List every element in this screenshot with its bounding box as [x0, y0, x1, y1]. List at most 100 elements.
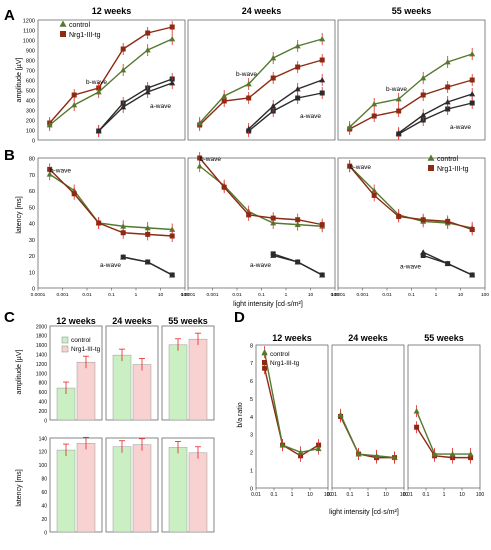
a-a-tg-line — [98, 78, 173, 132]
b-ytick-label: 60 — [29, 189, 35, 195]
a-a-control-point — [395, 130, 402, 136]
c-lat-frame — [161, 437, 215, 533]
a-ytick-label: 100 — [26, 129, 35, 135]
b-a-wave-label: a-wave — [100, 262, 121, 269]
d-xtick-label: 0.01 — [251, 492, 261, 498]
c-lat-ytick-label: 100 — [39, 463, 48, 469]
a-a-control-line — [398, 93, 473, 134]
a-b-control-point — [196, 120, 203, 126]
d-control-point — [279, 442, 286, 448]
a-a-control-point — [144, 89, 151, 95]
legend-control-triangle — [427, 154, 435, 161]
d-xtick-label: 1 — [291, 492, 294, 498]
d-ytick-label: 7 — [250, 361, 253, 367]
legend-control-label: control — [69, 22, 90, 29]
a-b-control-point — [346, 124, 353, 130]
c-amp-bar-tg — [188, 338, 208, 421]
d-xtick-label: 10 — [459, 492, 465, 498]
a-a-control-point — [245, 126, 252, 132]
b-a-tg-point — [319, 272, 325, 278]
legend-tg-label: Nrg1-III-tg — [71, 346, 101, 353]
b-y-axis: 0 10 20 30 40 50 60 70 80 — [29, 157, 35, 293]
a-ytick-label: 1100 — [23, 29, 35, 35]
a-ytick-label: 0 — [32, 139, 35, 145]
b-xtick-label: 10 — [308, 292, 314, 298]
a-ylabel: amplitude [µV] — [16, 58, 23, 103]
b-b-tg-point — [246, 212, 252, 218]
a-b-tg-point — [246, 95, 252, 101]
c-lat-ytick-label: 0 — [44, 530, 47, 536]
b-a-tg-point — [295, 259, 301, 265]
a-b-control-line — [349, 53, 473, 128]
b-xtick-label: 10 — [458, 292, 464, 298]
a-b-tg-point — [420, 92, 426, 98]
c-panel-3: 55 weeks — [161, 316, 215, 533]
c-amp-ytick-label: 2000 — [36, 324, 47, 330]
a-a-wave-label: a-wave — [300, 113, 321, 120]
d-control-point — [297, 449, 304, 455]
a-a-control-point — [469, 91, 476, 97]
d-tg-line — [263, 368, 319, 457]
d-ytick-label: 6 — [250, 379, 253, 385]
a-a-control-point — [444, 99, 451, 105]
c-lat-bar-control — [112, 446, 132, 533]
b-xtick-label: 100 — [331, 292, 339, 298]
b-b-tg-point — [295, 217, 301, 223]
a-b-control-point — [46, 122, 53, 128]
a-panel-3: 55 weeks b-wave a-wave — [337, 6, 486, 141]
b-ytick-label: 20 — [29, 254, 35, 260]
d-ytick-label: 2 — [250, 451, 253, 457]
b-xtick-label: 100 — [181, 292, 189, 298]
b-a-tg-point — [420, 253, 426, 258]
b-ytick-label: 80 — [29, 157, 35, 163]
legend-control-triangle — [261, 350, 268, 356]
b-b-tg-line — [349, 165, 473, 231]
d-control-point — [449, 451, 456, 457]
b-a-wave-label: a-wave — [400, 264, 421, 271]
c-lat-ylabel: latency [ms] — [16, 469, 23, 506]
a-b-control-point — [169, 36, 176, 42]
b-b-control-line — [199, 165, 323, 227]
a-b-control-point — [144, 47, 151, 53]
b-xtick-label: 0.0001 — [31, 292, 46, 298]
c-lat-ytick-label: 80 — [41, 477, 47, 483]
legend-tg-square — [60, 31, 66, 37]
d-control-line — [263, 352, 319, 453]
a-b-tg-point — [396, 108, 402, 114]
a-b-control-point — [371, 101, 378, 107]
b-a-wave-label: a-wave — [250, 262, 271, 269]
a-panel-title: 55 weeks — [392, 6, 432, 16]
b-ytick-label: 70 — [29, 173, 35, 179]
a-b-control-point — [120, 67, 127, 73]
b-xtick-label: 0.1 — [108, 292, 115, 298]
c-amp-ytick-label: 0 — [44, 418, 47, 424]
d-control-point — [315, 445, 322, 452]
d-xtick-label: 1 — [367, 492, 370, 498]
a-a-control-point — [120, 104, 127, 110]
a-y-axis: 0 100 200 300 400 500 600 700 800 900 1000 1100 1200 — [23, 19, 35, 145]
d-xtick-label: 10 — [307, 492, 313, 498]
c-panel-title: 55 weeks — [168, 316, 208, 326]
b-b-control-point — [196, 163, 203, 169]
d-panel-title: 55 weeks — [424, 333, 464, 343]
panel-d-ratio: b/a ratio light intensity [cd·s/m²] 0 1 2 3… — [237, 333, 484, 516]
panel-letter-a: A — [4, 7, 15, 24]
a-b-tg-point — [469, 77, 475, 83]
c-panel-title: 12 weeks — [56, 316, 96, 326]
legend-control-label: control — [270, 351, 290, 358]
b-ylabel: latency [ms] — [16, 196, 23, 233]
d-ytick-label: 0 — [250, 486, 253, 492]
d-xtick-label: 100 — [324, 492, 333, 498]
d-control-point — [373, 452, 380, 459]
a-ytick-label: 700 — [26, 69, 35, 75]
b-b-tg-point — [445, 218, 451, 224]
c-amp-ytick-label: 800 — [39, 381, 48, 387]
a-b-tg-point — [371, 113, 377, 119]
d-ytick-label: 1 — [250, 468, 253, 474]
a-a-tg-line — [248, 92, 323, 132]
d-xtick-label: 0.1 — [271, 492, 278, 498]
a-frame — [187, 19, 336, 141]
a-b-wave-label: b-wave — [236, 71, 257, 78]
a-b-control-point — [245, 81, 252, 87]
